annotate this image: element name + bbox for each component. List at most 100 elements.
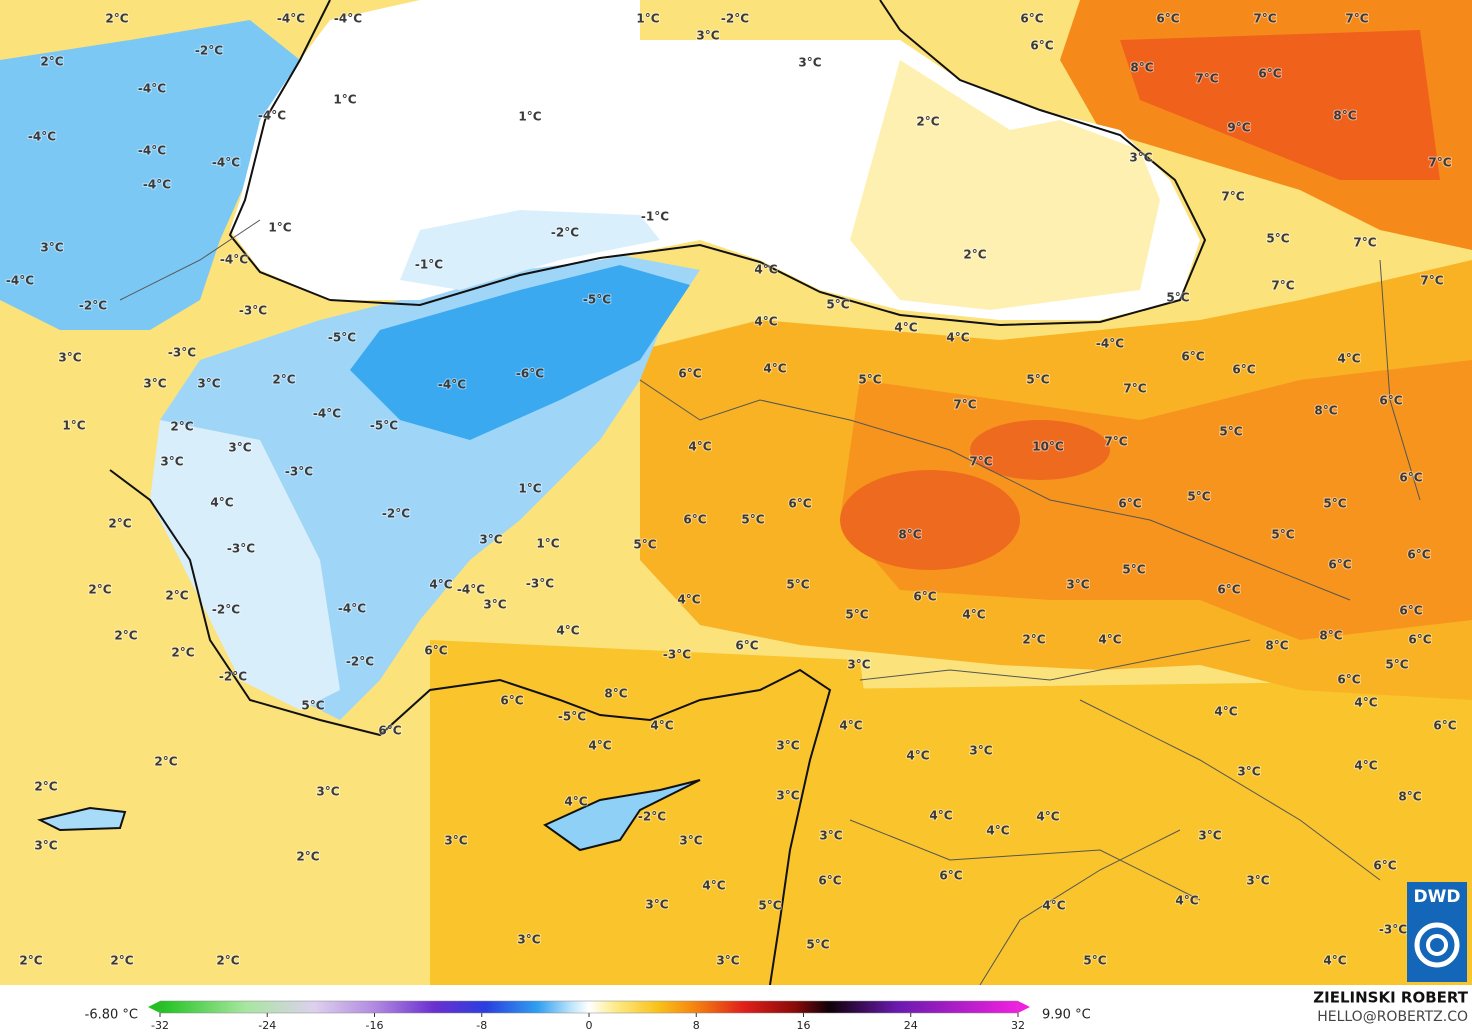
temp-label: 4°C [1214,705,1237,719]
colorbar [159,1000,1019,1014]
temp-label: 9°C [1227,121,1250,135]
temp-label: -4°C [277,12,305,26]
temp-label: 4°C [1337,352,1360,366]
temp-label: 3°C [228,441,251,455]
cold-land [0,20,300,330]
credit-name: ZIELINSKI ROBERT [1313,989,1468,1007]
temp-label: 2°C [40,55,63,69]
temp-label: 4°C [1354,696,1377,710]
temp-label: 5°C [1122,563,1145,577]
temp-label: 3°C [1198,829,1221,843]
temp-label: -4°C [212,156,240,170]
temp-label: 6°C [818,874,841,888]
temp-label: 6°C [1408,633,1431,647]
temp-label: 3°C [160,455,183,469]
legend-min: -6.80 °C [85,1008,138,1023]
dwd-logo: DWD [1407,882,1467,982]
temp-label: 7°C [1271,279,1294,293]
sea-warm [850,60,1160,310]
temp-label: 3°C [696,29,719,43]
temp-label: 5°C [858,373,881,387]
colorbar-tick-label: 8 [693,1019,700,1032]
temp-label: -4°C [438,378,466,392]
temp-label: 3°C [40,241,63,255]
temp-label: 6°C [735,639,758,653]
temp-label: 4°C [702,879,725,893]
temp-label: 6°C [1217,583,1240,597]
temp-label: 6°C [1232,363,1255,377]
temp-label: 2°C [154,755,177,769]
temp-label: -5°C [328,331,356,345]
temp-label: -4°C [457,583,485,597]
temp-label: 4°C [556,624,579,638]
temp-label: -4°C [138,82,166,96]
temp-label: 3°C [1129,151,1152,165]
map [0,0,1472,986]
temp-label: 7°C [1195,72,1218,86]
temp-label: 6°C [913,590,936,604]
temp-label: 3°C [58,351,81,365]
temp-label: 2°C [108,517,131,531]
temp-label: 3°C [143,377,166,391]
temp-label: 6°C [1399,604,1422,618]
temp-label: -4°C [338,602,366,616]
temp-label: 4°C [754,315,777,329]
temp-label: 4°C [1354,759,1377,773]
logo-text: DWD [1414,887,1461,907]
temp-label: 2°C [296,850,319,864]
temp-label: 3°C [1246,874,1269,888]
temp-label: 7°C [1253,12,1276,26]
temp-label: 4°C [210,496,233,510]
colorbar-tick-label: 32 [1011,1019,1025,1032]
temp-label: 3°C [479,533,502,547]
temp-label: -4°C [334,12,362,26]
temp-label: 1°C [62,419,85,433]
temp-label: 2°C [171,646,194,660]
legend-max: 9.90 °C [1042,1008,1091,1023]
temp-label: -2°C [382,507,410,521]
temp-label: 2°C [105,12,128,26]
temp-label: 4°C [588,739,611,753]
temp-label: 3°C [483,598,506,612]
temp-label: 5°C [1083,954,1106,968]
temp-label: 6°C [788,497,811,511]
temp-label: 5°C [1026,373,1049,387]
temp-label: -4°C [258,109,286,123]
temp-label: 1°C [636,12,659,26]
temp-label: -2°C [79,299,107,313]
sea-cool [400,210,660,290]
colorbar-tick-label: 24 [904,1019,918,1032]
temp-label: 4°C [839,719,862,733]
temp-label: 3°C [444,834,467,848]
temp-label: 6°C [1379,394,1402,408]
temp-label: 2°C [19,954,42,968]
temp-label: 3°C [1066,578,1089,592]
temp-label: -3°C [227,542,255,556]
temp-label: -3°C [239,304,267,318]
temp-label: 3°C [969,744,992,758]
temp-label: -5°C [370,419,398,433]
temp-label: 8°C [1333,109,1356,123]
temp-label: 2°C [272,373,295,387]
temp-label: 3°C [798,56,821,70]
temp-label: -6°C [516,367,544,381]
temp-label: 7°C [1428,156,1451,170]
temp-label: 5°C [1219,425,1242,439]
temp-label: 3°C [197,377,220,391]
temp-label: 4°C [1042,899,1065,913]
ne-hot [1120,30,1440,180]
border [119,219,1421,986]
temp-label: 5°C [1166,291,1189,305]
colorbar-tick-label: -32 [151,1019,169,1032]
cool-land [150,420,340,710]
temp-label: 2°C [963,248,986,262]
temp-label: 6°C [500,694,523,708]
temp-label: -1°C [641,210,669,224]
temp-label: 6°C [1156,12,1179,26]
temp-label: -3°C [526,577,554,591]
temp-label: 7°C [1104,435,1127,449]
temp-label: 1°C [268,221,291,235]
legend-arrow [148,1001,160,1013]
colorbar-tick-label: -24 [258,1019,276,1032]
hot-core [970,420,1110,480]
